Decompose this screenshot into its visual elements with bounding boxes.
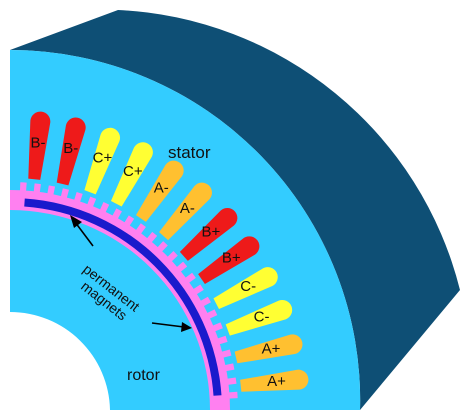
stator-top-surface bbox=[10, 10, 460, 410]
carrier-tooth bbox=[166, 251, 178, 263]
carrier-tooth bbox=[223, 363, 235, 372]
slot-label: B+ bbox=[201, 224, 220, 241]
carrier-tooth bbox=[225, 377, 237, 385]
slot-label: A+ bbox=[267, 373, 286, 390]
slot-10: C- bbox=[225, 299, 293, 336]
slot-label: C+ bbox=[123, 163, 143, 180]
rotor-label: rotor bbox=[127, 367, 161, 384]
slot-coil bbox=[179, 208, 238, 261]
carrier-tooth bbox=[216, 335, 228, 345]
carrier-tooth bbox=[191, 284, 204, 296]
carrier-tooth bbox=[146, 231, 158, 244]
slot-label: B- bbox=[63, 140, 78, 157]
slot-coil bbox=[135, 160, 184, 222]
arrow-line-2 bbox=[151, 322, 185, 328]
carrier-tooth bbox=[33, 183, 41, 195]
magnet-arc bbox=[24, 198, 222, 396]
slot-coil bbox=[213, 267, 278, 310]
slot-label: C- bbox=[254, 309, 270, 326]
slot-coil bbox=[234, 334, 303, 364]
arrow-line-1 bbox=[74, 221, 94, 247]
permanent-magnets bbox=[24, 198, 222, 396]
arrow-head-2 bbox=[181, 322, 192, 332]
stator-label: stator bbox=[168, 143, 211, 162]
slot-coil bbox=[56, 117, 86, 186]
carrier-tooth bbox=[220, 349, 232, 358]
slot-label: A- bbox=[154, 180, 169, 197]
slot-label: B+ bbox=[222, 250, 241, 267]
slot-2: B- bbox=[56, 117, 86, 186]
slot-11: A+ bbox=[234, 334, 303, 364]
slot-1: B- bbox=[28, 111, 51, 180]
slot-coil bbox=[159, 182, 212, 241]
slot-7: B+ bbox=[179, 208, 238, 261]
slot-coil bbox=[198, 236, 260, 285]
stator-slots: B- B- C+ C+ A- A- B+B+ C- C- A+ A+ bbox=[28, 111, 309, 392]
carrier-tooth bbox=[73, 191, 83, 204]
arrow-head-1 bbox=[70, 215, 82, 228]
carrier-tooth bbox=[47, 185, 56, 197]
carrier-tooth bbox=[156, 241, 168, 253]
carrier-tooth bbox=[175, 261, 188, 273]
carrier-tooth bbox=[86, 196, 97, 209]
slot-label: C+ bbox=[93, 149, 113, 166]
slot-4: C+ bbox=[110, 142, 153, 207]
slot-coil bbox=[84, 127, 121, 195]
slot-coil bbox=[225, 299, 293, 336]
magnet-arrows bbox=[70, 215, 192, 332]
carrier-tooth bbox=[111, 208, 122, 221]
slot-3: C+ bbox=[84, 127, 121, 195]
slot-12: A+ bbox=[240, 369, 309, 392]
carrier-tooth bbox=[99, 202, 110, 214]
slot-label: A+ bbox=[262, 340, 281, 357]
slot-8: B+ bbox=[198, 236, 260, 285]
slot-5: A- bbox=[135, 160, 184, 222]
slot-6: A- bbox=[159, 182, 212, 241]
slot-coil bbox=[240, 369, 309, 392]
carrier-tooth bbox=[123, 215, 135, 228]
slot-coil bbox=[110, 142, 153, 207]
carrier-tooth bbox=[199, 296, 211, 307]
carrier-tooth bbox=[19, 182, 27, 193]
carrier-tooth bbox=[211, 322, 223, 332]
carrier-tooth bbox=[60, 188, 70, 200]
slot-9: C- bbox=[213, 267, 278, 310]
carrier-tooth bbox=[184, 272, 196, 284]
slot-label: B- bbox=[31, 134, 46, 151]
slot-coil bbox=[28, 111, 51, 180]
carrier-tooth bbox=[227, 391, 238, 399]
carrier-tooth bbox=[135, 223, 146, 235]
slot-label: A- bbox=[180, 200, 195, 217]
carrier-tooth bbox=[205, 309, 218, 320]
slot-label: C- bbox=[240, 278, 256, 295]
